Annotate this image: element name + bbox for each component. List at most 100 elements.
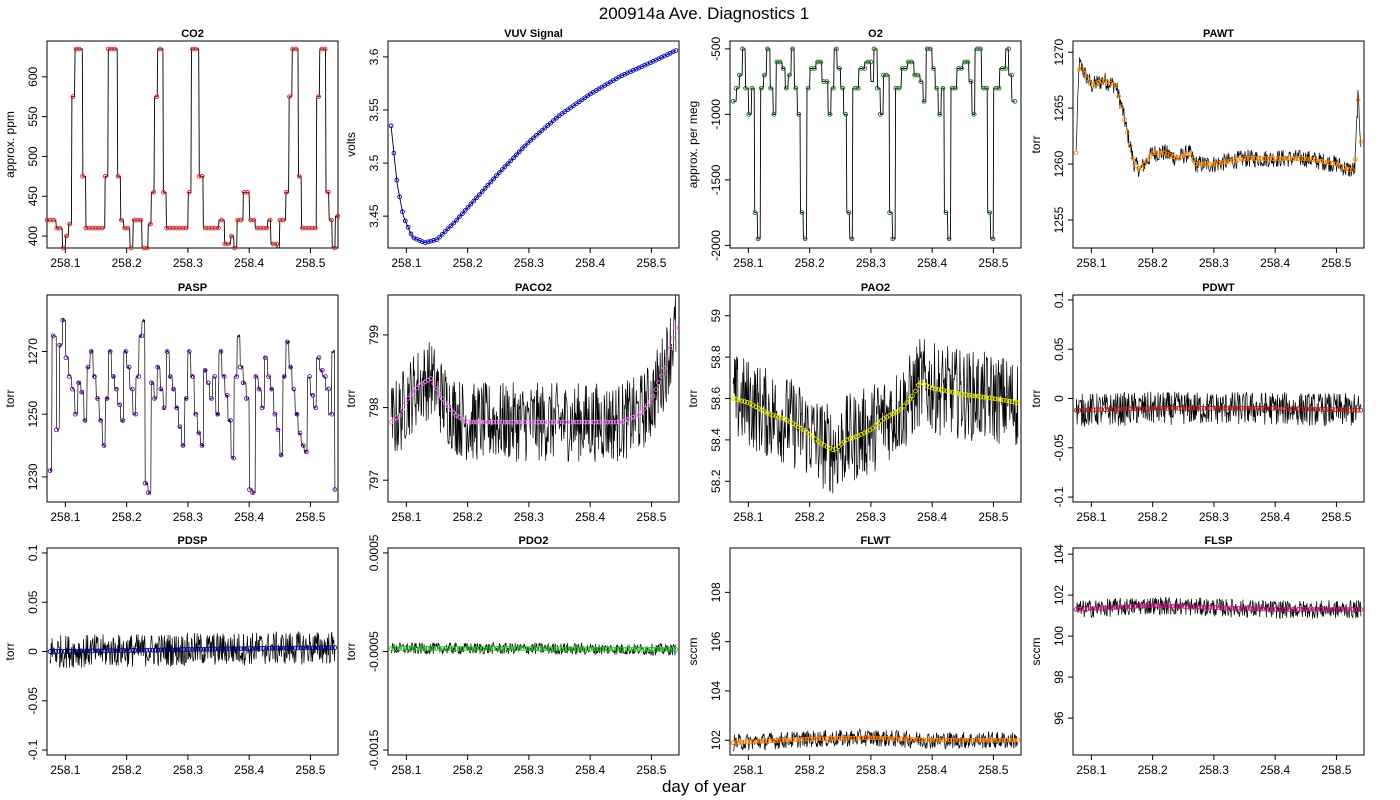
data-point xyxy=(502,419,508,425)
data-point xyxy=(906,59,911,65)
data-point xyxy=(1275,406,1281,411)
data-point xyxy=(1173,603,1179,609)
data-point xyxy=(573,646,579,652)
data-point xyxy=(258,646,264,651)
data-point xyxy=(927,46,933,52)
x-tick-label: 258.4 xyxy=(575,763,605,777)
data-point xyxy=(202,367,208,373)
y-tick-label: 1230 xyxy=(26,463,40,490)
data-point xyxy=(81,648,87,654)
panel-pawt: PAWT torr 1255 1260 1265 1270 258.1 258.2 258.3 2… xyxy=(1029,28,1365,270)
data-point xyxy=(232,646,238,652)
data-point xyxy=(1093,606,1099,611)
data-point xyxy=(261,225,266,231)
data-point xyxy=(556,419,562,425)
data-point xyxy=(852,85,858,91)
data-point xyxy=(787,737,793,743)
data-point xyxy=(608,646,613,652)
data-point xyxy=(272,411,278,417)
data-point xyxy=(859,66,864,71)
data-point xyxy=(1190,156,1196,162)
data-point xyxy=(218,646,224,652)
data-point xyxy=(1159,406,1164,411)
data-point xyxy=(670,335,676,341)
data-point xyxy=(209,396,214,401)
data-point xyxy=(656,380,662,386)
data-point xyxy=(154,94,160,100)
data-point xyxy=(865,59,871,65)
x-tick-label: 258.4 xyxy=(234,256,264,270)
data-point xyxy=(130,386,135,392)
data-point xyxy=(588,419,593,425)
data-point xyxy=(1295,406,1301,412)
data-point xyxy=(830,85,836,91)
data-point xyxy=(508,419,514,425)
data-point xyxy=(579,646,585,652)
data-point xyxy=(1181,406,1187,411)
data-point xyxy=(1144,157,1150,163)
data-point xyxy=(844,437,850,443)
data-point xyxy=(402,218,408,224)
data-point xyxy=(793,85,799,91)
data-point xyxy=(949,85,955,91)
data-point xyxy=(131,217,137,223)
plot-frame xyxy=(1072,40,1365,249)
data-point xyxy=(1113,605,1119,610)
data-point xyxy=(1236,605,1241,611)
data-point xyxy=(290,46,296,52)
data-point xyxy=(277,217,283,223)
data-point xyxy=(1207,406,1213,411)
data-point xyxy=(431,381,437,387)
data-point xyxy=(145,490,151,495)
data-point xyxy=(1082,71,1087,76)
y-tick-label: 98 xyxy=(1052,670,1066,684)
data-point xyxy=(442,646,448,651)
data-point xyxy=(1082,606,1087,612)
x-tick-label: 258.5 xyxy=(978,763,1008,777)
data-point xyxy=(264,225,270,231)
data-point xyxy=(1250,606,1256,612)
data-point xyxy=(471,198,477,204)
panel-title: O2 xyxy=(868,28,883,40)
data-point xyxy=(1184,151,1190,157)
data-point xyxy=(864,735,870,741)
x-tick-label: 258.1 xyxy=(391,256,421,270)
data-point xyxy=(1264,606,1270,612)
y-tick-label: -500 xyxy=(709,37,723,61)
data-point xyxy=(1003,66,1008,71)
data-point xyxy=(113,648,118,654)
panel-title: CO2 xyxy=(181,28,204,40)
data-point xyxy=(950,737,955,743)
data-point xyxy=(508,646,514,651)
data-point xyxy=(161,189,166,195)
data-point xyxy=(477,419,482,425)
data-point xyxy=(1204,604,1210,610)
data-point xyxy=(647,399,653,405)
data-point xyxy=(1139,165,1144,171)
data-point xyxy=(868,59,874,65)
data-point xyxy=(84,648,90,654)
data-point xyxy=(136,647,141,653)
data-point xyxy=(468,201,474,207)
data-point xyxy=(63,355,69,361)
data-point xyxy=(890,236,896,242)
x-tick-label: 258.2 xyxy=(1138,763,1168,777)
data-point xyxy=(899,66,905,71)
data-point xyxy=(1113,83,1119,89)
data-point xyxy=(96,225,102,231)
data-point xyxy=(855,85,861,91)
y-axis-label: torr xyxy=(1029,389,1043,407)
data-point xyxy=(1162,150,1167,156)
y-tick-label: 58.8 xyxy=(709,345,723,369)
data-point xyxy=(950,389,955,395)
data-point xyxy=(1201,406,1207,411)
data-point xyxy=(1009,399,1015,405)
y-tick-label: -2000 xyxy=(709,230,723,261)
data-point xyxy=(956,66,961,71)
y-tick-label: 1255 xyxy=(1052,206,1066,233)
data-point xyxy=(479,646,485,651)
data-point xyxy=(940,85,946,91)
data-point xyxy=(568,646,573,652)
data-point xyxy=(1015,737,1021,743)
data-point xyxy=(1287,156,1293,161)
